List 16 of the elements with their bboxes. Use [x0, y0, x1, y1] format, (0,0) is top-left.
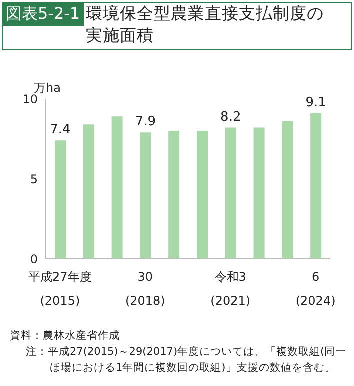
x-tick-label: 令和3 (2021)	[210, 270, 251, 308]
data-label: 7.4	[50, 122, 71, 138]
x-tick-label: 平成27年度 (2015)	[28, 270, 92, 308]
text: 注：平成27(2015)～29(2017)年度については、「複数取組(同一ほ場における1年間に複数回の取組)」支援の数値を含む。	[25, 345, 348, 376]
x-tick-label: 6 (2024)	[296, 270, 336, 308]
text: 資料：農林水産省作成	[10, 329, 121, 344]
y-tick-label: 10	[22, 92, 38, 106]
data-label: 8.2	[220, 110, 242, 125]
x-tick-label: 30 (2018)	[125, 270, 166, 308]
y-tick-label: 0	[30, 252, 38, 266]
data-label: 9.1	[306, 95, 326, 110]
chart-title: 環境保全型農業直接支払制度の実施面積	[86, 3, 325, 47]
y-axis-title: 万ha	[34, 80, 61, 95]
text: 図表5-2-1	[2, 2, 84, 26]
y-tick-label: 5	[30, 172, 38, 186]
data-label: 7.9	[135, 114, 156, 130]
